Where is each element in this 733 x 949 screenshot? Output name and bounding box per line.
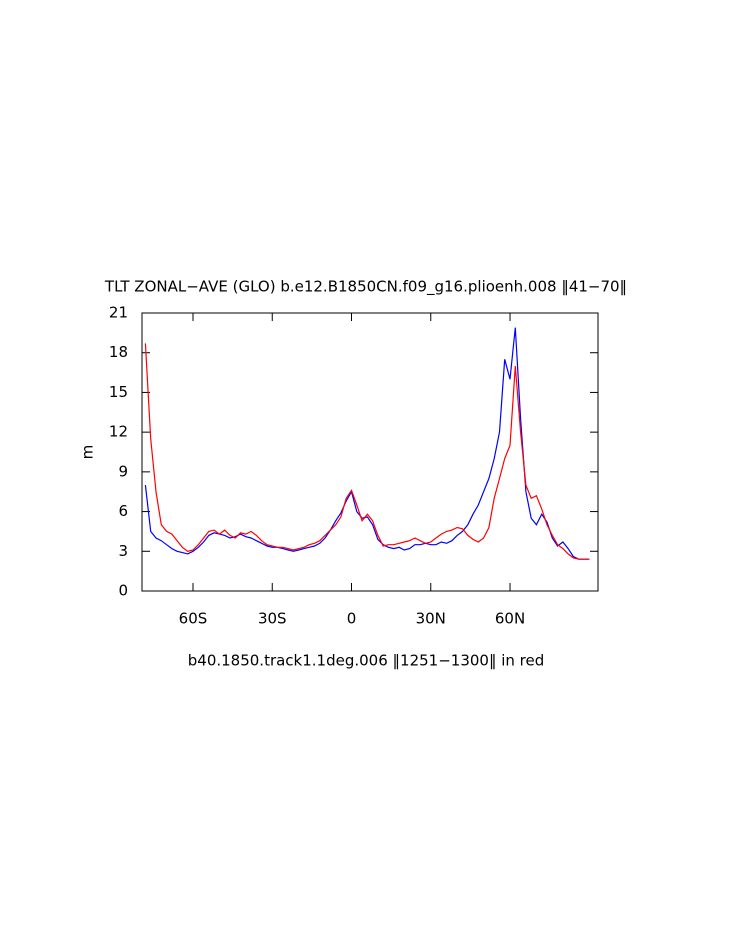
x-tick-label: 60S [179,610,208,628]
x-tick-label: 60N [495,610,525,628]
plot-frame [141,312,599,592]
y-tick-label: 9 [118,462,128,480]
chart-title: TLT ZONAL−AVE (GLO) b.e12.B1850CN.f09_g1… [104,278,627,297]
x-tick-label: 0 [347,610,357,628]
y-tick-label: 15 [109,383,128,401]
y-tick-label: 6 [118,502,128,520]
subtitle: b40.1850.track1.1deg.006 ‖1251−1300‖ in … [188,652,545,670]
x-tick-label: 30N [416,610,446,628]
y-tick-label: 21 [109,304,128,322]
y-axis-label: m [79,445,97,460]
y-tick-label: 12 [109,423,128,441]
line-series [144,343,590,560]
x-tick-label: 30S [258,610,287,628]
y-tick-label: 3 [118,542,128,560]
y-tick-label: 18 [109,343,128,361]
y-tick-label: 0 [118,582,128,600]
